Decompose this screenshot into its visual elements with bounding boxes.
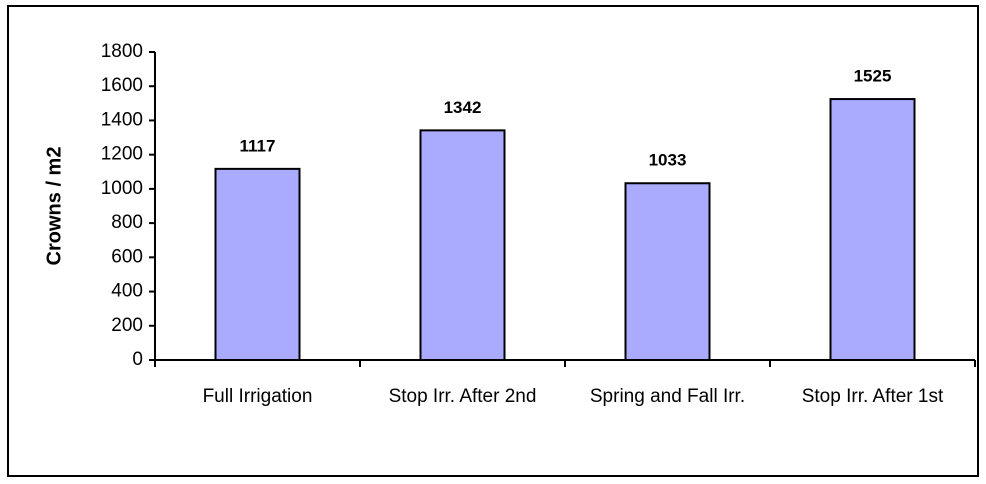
value-label: 1342 <box>444 98 482 117</box>
x-tick-label: Stop Irr. After 2nd <box>388 386 537 407</box>
value-label: 1117 <box>240 136 276 155</box>
y-tick-label: 1800 <box>101 41 143 62</box>
y-tick-label: 1400 <box>101 109 143 130</box>
x-tick-label: Spring and Fall Irr. <box>589 386 746 407</box>
bar <box>624 182 711 361</box>
y-tick-label: 600 <box>111 246 143 267</box>
bar <box>419 129 506 361</box>
y-tick-label: 400 <box>111 281 143 302</box>
y-tick-label: 1200 <box>101 144 143 165</box>
y-tick-label: 800 <box>111 212 143 233</box>
y-tick-label: 200 <box>111 315 143 336</box>
value-label: 1525 <box>854 67 892 86</box>
y-tick-label: 1000 <box>101 178 143 199</box>
bar <box>829 98 916 362</box>
y-tick-label: 0 <box>132 349 143 370</box>
y-tick-label: 1600 <box>101 75 143 96</box>
bar <box>214 167 301 361</box>
x-tick-label: Full Irrigation <box>202 386 313 407</box>
y-axis-title: Crowns / m2 <box>43 147 65 266</box>
x-tick-label: Stop Irr. After 1st <box>801 386 944 407</box>
value-label: 1033 <box>649 151 687 170</box>
